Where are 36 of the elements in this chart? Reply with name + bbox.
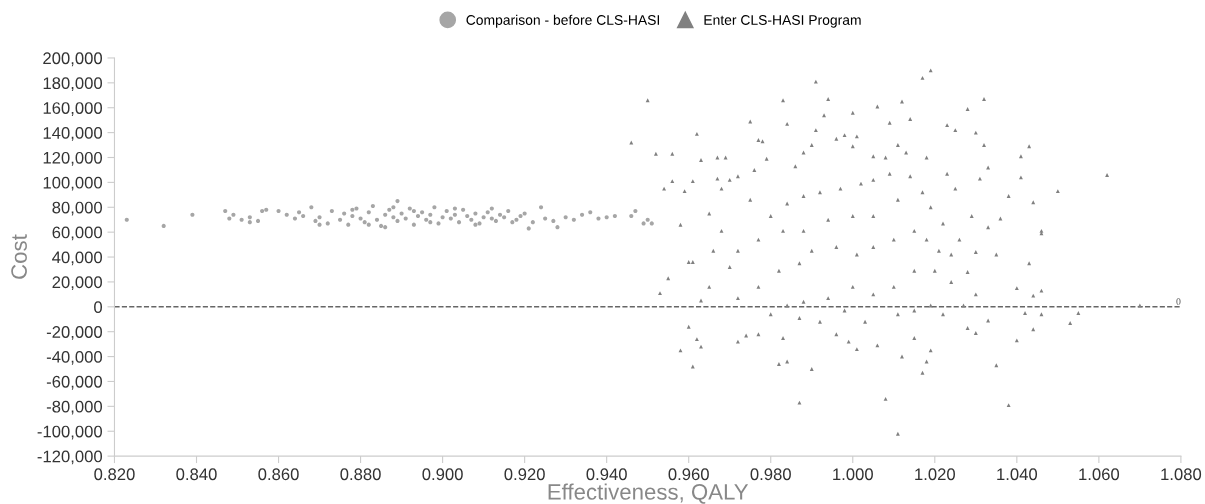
legend-label: Enter CLS-HASI Program — [704, 15, 861, 28]
y-tick-label: 160,000 — [43, 102, 103, 116]
legend-label: Comparison - before CLS-HASI — [466, 14, 659, 28]
y-tick-label: -120,000 — [37, 450, 103, 465]
x-tick-label: 0.820 — [94, 468, 135, 481]
y-tick-label: 20,000 — [52, 276, 103, 291]
x-tick-label: 0.940 — [586, 468, 627, 481]
x-tick-label: 0.980 — [750, 468, 791, 481]
x-tick-label: 1.040 — [997, 468, 1038, 481]
y-tick-label: 140,000 — [43, 127, 103, 141]
x-tick-label: 1.020 — [915, 468, 956, 481]
x-tick-label: 0.860 — [258, 468, 299, 481]
y-tick-label: 120,000 — [43, 151, 103, 166]
y-tick-label: -60,000 — [46, 375, 103, 390]
y-tick-label: 40,000 — [52, 251, 103, 266]
y-tick-label: -20,000 — [46, 326, 103, 340]
y-tick-label: 80,000 — [52, 201, 103, 216]
x-tick-label: 1.000 — [833, 468, 873, 481]
y-tick-label: -80,000 — [46, 400, 103, 415]
x-tick-label: 0.840 — [176, 468, 217, 481]
x-tick-label: 0.880 — [340, 468, 381, 481]
y-tick-label: 200,000 — [43, 52, 103, 67]
y-tick-label: -40,000 — [46, 350, 103, 365]
x-tick-label: 0.960 — [668, 468, 709, 481]
y-axis-title: Cost — [11, 234, 27, 279]
y-tick-label: 180,000 — [43, 77, 103, 92]
x-axis-title: Effectiveness, QALY — [548, 483, 749, 504]
x-tick-label: 1.060 — [1079, 468, 1120, 481]
ref-line-label: 0 — [1176, 298, 1181, 305]
y-tick-label: 0 — [94, 301, 103, 314]
y-tick-label: -100,000 — [37, 425, 103, 440]
y-tick-label: 60,000 — [52, 226, 103, 241]
x-tick-label: 0.920 — [504, 468, 545, 481]
x-tick-label: 1.080 — [1161, 468, 1202, 481]
x-tick-label: 0.900 — [422, 468, 463, 481]
y-tick-label: 100,000 — [43, 176, 103, 191]
